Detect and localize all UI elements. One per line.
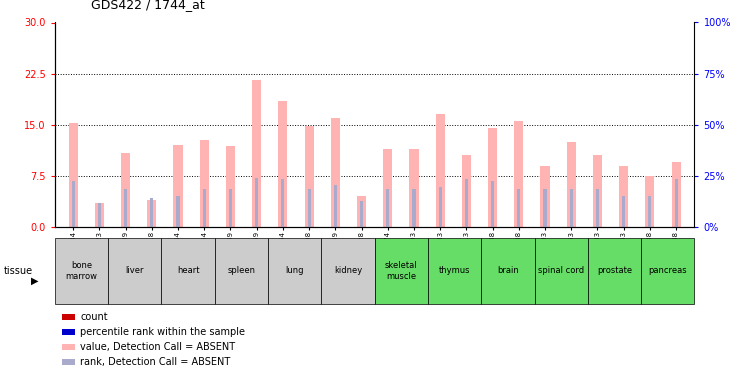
Bar (95, 203, 104, 227)
Text: thymus: thymus (439, 266, 470, 275)
Bar (383, 148, 393, 227)
Bar (308, 189, 311, 227)
Text: tissue: tissue (4, 266, 33, 276)
Bar (409, 148, 419, 227)
Bar (569, 189, 573, 227)
Bar (593, 155, 602, 227)
Bar (281, 179, 284, 227)
Bar (412, 189, 415, 227)
Bar (514, 121, 523, 227)
Text: pancreas: pancreas (648, 266, 687, 275)
Text: skeletal
muscle: skeletal muscle (385, 261, 417, 280)
Bar (360, 201, 363, 227)
Bar (386, 189, 390, 227)
Text: percentile rank within the sample: percentile rank within the sample (80, 327, 246, 337)
Bar (622, 196, 625, 227)
Bar (69, 123, 77, 227)
Bar (491, 180, 494, 227)
Text: ▶: ▶ (31, 276, 39, 286)
Bar (124, 189, 127, 227)
Bar (200, 140, 209, 227)
Bar (567, 142, 576, 227)
Bar (596, 189, 599, 227)
Bar (518, 189, 520, 227)
Bar (436, 114, 444, 227)
Bar (465, 179, 468, 227)
Text: brain: brain (497, 266, 519, 275)
Bar (357, 196, 366, 227)
Bar (226, 147, 235, 227)
Bar (98, 203, 101, 227)
Bar (202, 189, 206, 227)
Bar (147, 200, 156, 227)
Bar (672, 162, 681, 227)
Bar (173, 145, 183, 227)
Text: count: count (80, 312, 108, 322)
Text: lung: lung (285, 266, 304, 275)
Text: value, Detection Call = ABSENT: value, Detection Call = ABSENT (80, 342, 235, 352)
Text: prostate: prostate (597, 266, 632, 275)
Bar (279, 101, 287, 227)
Bar (675, 179, 678, 227)
Text: heart: heart (177, 266, 200, 275)
Bar (252, 80, 261, 227)
Text: liver: liver (126, 266, 144, 275)
Bar (462, 155, 471, 227)
Bar (488, 128, 497, 227)
Bar (619, 166, 628, 227)
Text: bone
marrow: bone marrow (66, 261, 97, 280)
Bar (334, 184, 337, 227)
Bar (543, 189, 547, 227)
Bar (229, 189, 232, 227)
Bar (330, 118, 340, 227)
Bar (305, 126, 314, 227)
Bar (72, 180, 75, 227)
Bar (255, 178, 258, 227)
Bar (648, 196, 651, 227)
Bar (121, 153, 130, 227)
Bar (645, 176, 654, 227)
Bar (151, 198, 154, 227)
Text: spleen: spleen (227, 266, 255, 275)
Text: rank, Detection Call = ABSENT: rank, Detection Call = ABSENT (80, 357, 231, 367)
Text: kidney: kidney (334, 266, 362, 275)
Bar (176, 196, 180, 227)
Bar (439, 188, 442, 227)
Bar (540, 166, 550, 227)
Text: spinal cord: spinal cord (538, 266, 584, 275)
Text: GDS422 / 1744_at: GDS422 / 1744_at (91, 0, 205, 11)
